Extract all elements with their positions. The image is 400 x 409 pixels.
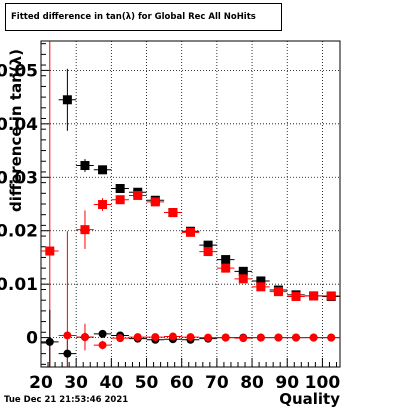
square-marker bbox=[133, 190, 143, 200]
square-marker bbox=[291, 291, 301, 301]
square-marker bbox=[221, 263, 231, 273]
circle-marker bbox=[98, 341, 107, 350]
square-marker bbox=[309, 291, 319, 301]
circle-marker bbox=[168, 332, 177, 341]
square-marker bbox=[238, 274, 248, 284]
x-tick-label: 70 bbox=[205, 373, 229, 393]
tick-labels: 20 30 40 50 60 70 80 90 100 0 0.01 0.02 0.03 0.04 0.05 bbox=[0, 61, 340, 393]
circle-marker bbox=[133, 333, 142, 342]
x-tick-label: 100 bbox=[305, 373, 341, 393]
circle-marker bbox=[327, 333, 336, 342]
square-marker bbox=[186, 227, 195, 237]
square-marker bbox=[80, 161, 90, 171]
x-tick-label: 40 bbox=[100, 373, 124, 393]
circle-marker bbox=[204, 333, 213, 342]
circle-marker bbox=[221, 333, 230, 342]
y-tick-label: 0.01 bbox=[0, 275, 38, 295]
plot-frame bbox=[40, 40, 341, 368]
y-tick-label: 0.04 bbox=[0, 115, 38, 135]
circle-marker bbox=[292, 333, 301, 342]
square-marker bbox=[326, 291, 336, 301]
square-marker bbox=[238, 266, 248, 276]
x-tick-label: 80 bbox=[240, 373, 264, 393]
circle-marker bbox=[274, 333, 283, 342]
circle-marker bbox=[98, 329, 107, 338]
circle-marker bbox=[63, 331, 72, 340]
square-marker bbox=[98, 200, 108, 210]
x-tick-label: 30 bbox=[64, 373, 88, 393]
square-marker bbox=[203, 240, 213, 250]
square-marker bbox=[45, 246, 55, 256]
circle-marker bbox=[186, 333, 195, 342]
y-axis-label: difference in tan(λ) bbox=[7, 49, 25, 212]
x-tick-label: 20 bbox=[29, 373, 53, 393]
timestamp: Tue Dec 21 21:53:46 2021 bbox=[4, 395, 129, 405]
circle-marker bbox=[256, 333, 265, 342]
y-tick-label: 0.03 bbox=[0, 168, 38, 188]
chart-title: Fitted difference in tan(λ) for Global R… bbox=[11, 12, 256, 22]
circle-marker bbox=[45, 337, 54, 346]
axis-ticks bbox=[40, 43, 337, 367]
square-marker bbox=[115, 195, 125, 205]
square-marker bbox=[273, 287, 283, 297]
y-tick-label: 0.05 bbox=[0, 61, 38, 81]
square-marker bbox=[62, 95, 72, 105]
square-marker bbox=[256, 276, 266, 286]
x-tick-label: 60 bbox=[170, 373, 194, 393]
circle-marker bbox=[80, 333, 89, 342]
y-tick-label: 0.02 bbox=[0, 222, 38, 242]
circle-marker bbox=[309, 333, 318, 342]
x-tick-label: 50 bbox=[135, 373, 159, 393]
square-marker bbox=[150, 197, 160, 207]
circle-marker bbox=[239, 334, 248, 343]
chart-title-box: Fitted difference in tan(λ) for Global R… bbox=[5, 3, 282, 31]
square-marker bbox=[98, 165, 108, 175]
square-marker bbox=[168, 208, 178, 218]
square-marker bbox=[221, 255, 231, 265]
circle-marker bbox=[63, 349, 72, 358]
data-markers bbox=[45, 95, 336, 358]
circle-marker bbox=[116, 334, 125, 343]
x-tick-label: 90 bbox=[275, 373, 299, 393]
x-axis-label: Quality bbox=[279, 390, 340, 408]
square-marker bbox=[203, 247, 213, 257]
square-marker bbox=[115, 184, 125, 194]
circle-marker bbox=[151, 333, 160, 342]
square-marker bbox=[256, 282, 266, 292]
square-marker bbox=[80, 225, 90, 235]
y-tick-label: 0 bbox=[26, 329, 38, 349]
